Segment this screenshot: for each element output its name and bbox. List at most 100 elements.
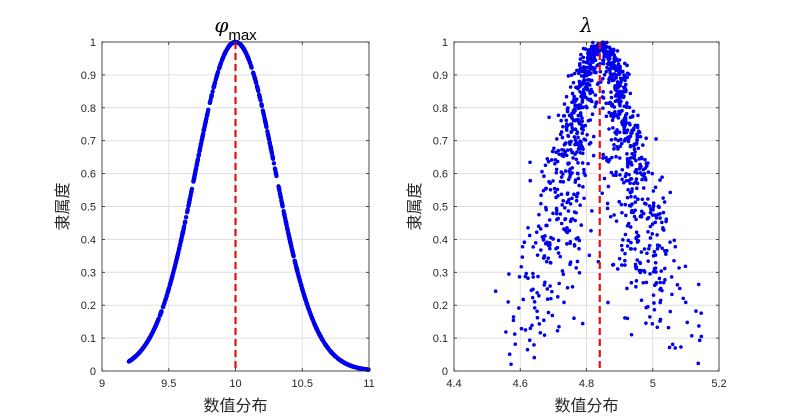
data-point xyxy=(615,81,620,86)
data-point xyxy=(614,219,619,223)
data-point xyxy=(619,202,624,207)
data-point xyxy=(625,316,630,321)
data-point xyxy=(628,143,633,148)
data-point xyxy=(557,281,561,286)
data-point xyxy=(597,48,602,53)
data-point xyxy=(532,343,536,347)
x-tick-label: 11 xyxy=(363,378,374,390)
x-tick-label: 4.4 xyxy=(446,378,461,390)
data-point xyxy=(623,174,628,179)
data-point xyxy=(555,159,560,164)
y-tick-label: 0.9 xyxy=(433,70,448,82)
data-point xyxy=(619,263,624,267)
data-point xyxy=(606,184,611,189)
data-point xyxy=(573,218,578,223)
data-point xyxy=(562,300,566,305)
data-point xyxy=(607,77,611,82)
data-point xyxy=(582,171,586,175)
data-point xyxy=(570,150,574,155)
data-point xyxy=(653,220,658,225)
data-point xyxy=(562,102,567,106)
data-point xyxy=(185,208,190,213)
data-point xyxy=(685,320,690,325)
data-point xyxy=(193,167,198,173)
data-point xyxy=(623,251,627,256)
data-point xyxy=(591,134,596,139)
data-point xyxy=(633,150,637,154)
data-point xyxy=(493,289,498,294)
data-point xyxy=(539,248,543,252)
y-axis-label: 隶属度 xyxy=(53,182,72,230)
data-point xyxy=(580,321,585,326)
data-point xyxy=(564,128,569,132)
data-point xyxy=(570,91,575,96)
data-point xyxy=(639,268,643,273)
data-point xyxy=(616,116,621,120)
data-point xyxy=(663,278,667,282)
data-point xyxy=(546,310,551,315)
y-tick-label: 0.5 xyxy=(81,202,96,214)
data-point xyxy=(659,286,663,291)
data-point xyxy=(576,161,580,165)
data-point xyxy=(623,85,627,90)
data-point xyxy=(615,98,620,103)
data-point xyxy=(341,360,346,365)
data-point xyxy=(541,237,546,242)
data-point xyxy=(650,171,655,176)
data-point xyxy=(537,212,541,217)
data-point xyxy=(643,166,648,170)
data-point xyxy=(180,232,185,237)
data-point xyxy=(630,189,634,194)
data-point xyxy=(574,157,579,162)
data-point xyxy=(650,322,655,326)
data-point xyxy=(572,210,577,214)
data-point xyxy=(303,297,308,302)
data-point xyxy=(625,152,629,156)
data-point xyxy=(593,66,597,71)
data-point xyxy=(319,336,325,342)
data-point xyxy=(636,233,640,238)
data-point xyxy=(559,130,564,134)
data-point xyxy=(538,330,543,335)
data-point xyxy=(533,241,538,245)
data-point xyxy=(654,137,658,141)
data-point xyxy=(616,62,621,66)
data-point xyxy=(672,238,677,243)
data-point xyxy=(356,365,361,371)
data-point xyxy=(591,40,595,45)
data-point xyxy=(646,304,650,309)
data-point xyxy=(608,214,613,219)
data-point xyxy=(620,210,624,215)
data-point xyxy=(535,253,540,257)
data-point xyxy=(615,49,620,53)
y-tick-label: 0.3 xyxy=(81,267,96,279)
y-tick-label: 1 xyxy=(90,37,96,49)
data-point xyxy=(621,238,625,242)
data-point xyxy=(583,95,588,100)
data-point xyxy=(257,93,262,99)
data-point xyxy=(644,202,648,206)
data-point xyxy=(609,51,613,56)
data-point xyxy=(583,86,588,91)
data-point xyxy=(620,248,625,252)
y-tick-label: 0.8 xyxy=(81,103,96,115)
data-point xyxy=(548,246,552,251)
data-point xyxy=(631,109,636,114)
data-point xyxy=(589,228,593,233)
data-point xyxy=(614,65,619,70)
data-point xyxy=(620,177,624,182)
data-point xyxy=(509,362,513,367)
data-point xyxy=(659,269,664,273)
data-point xyxy=(553,190,558,194)
data-point xyxy=(546,256,550,260)
x-tick-label: 9 xyxy=(99,378,105,390)
data-point xyxy=(621,76,626,81)
data-point xyxy=(282,215,288,221)
data-point xyxy=(579,52,583,57)
data-point xyxy=(538,227,543,231)
data-point xyxy=(602,176,607,181)
data-point xyxy=(648,236,653,240)
data-point xyxy=(579,143,584,148)
data-point xyxy=(694,309,698,313)
data-point xyxy=(643,157,647,162)
